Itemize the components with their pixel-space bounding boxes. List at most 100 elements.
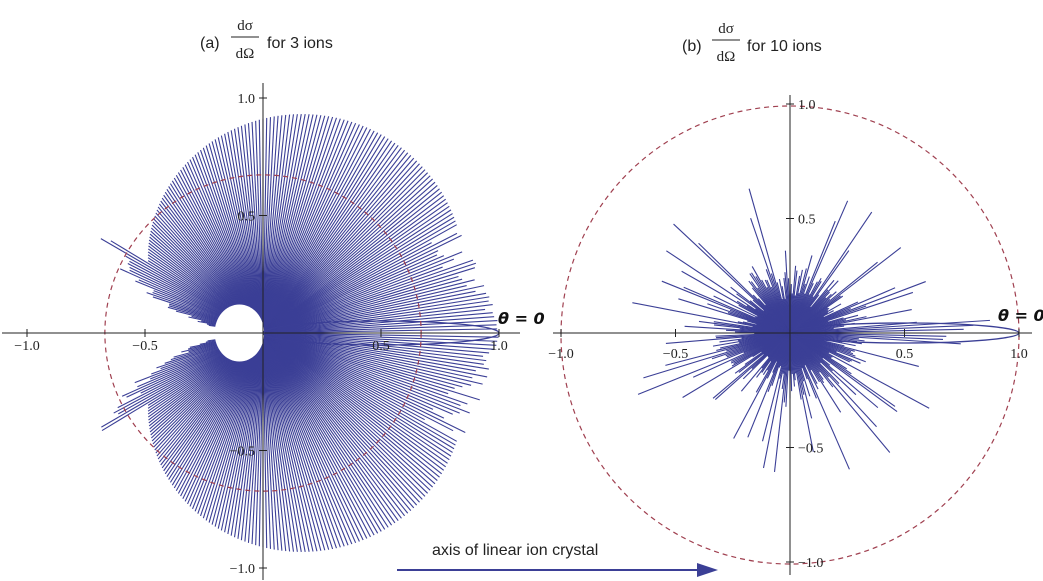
pattern-line <box>262 144 399 334</box>
pattern-line <box>262 213 453 334</box>
pattern-line <box>262 332 498 342</box>
pattern-line <box>262 254 438 334</box>
pattern-line <box>262 332 371 538</box>
pattern-line <box>211 332 264 525</box>
pattern-line <box>789 200 849 334</box>
pattern-line <box>262 332 389 528</box>
pattern-line <box>262 316 495 334</box>
pattern-line <box>244 124 264 334</box>
pattern-line <box>262 332 490 354</box>
x-tick-label: −0.5 <box>663 347 688 362</box>
pattern-line <box>262 163 420 334</box>
pattern-line <box>227 332 264 535</box>
pattern-line <box>262 332 443 475</box>
x-tick-label: 0.5 <box>372 339 390 354</box>
pattern-line <box>262 122 357 334</box>
pattern-line <box>262 332 287 552</box>
pattern-line <box>208 332 264 523</box>
pattern-line <box>262 118 341 334</box>
pattern-line <box>262 125 364 334</box>
pattern-line <box>251 332 264 545</box>
pattern-a <box>100 114 500 552</box>
pattern-line <box>217 332 264 529</box>
pattern-line <box>262 114 298 334</box>
pattern-line <box>762 332 791 469</box>
pattern-line <box>262 332 268 549</box>
pattern-line <box>789 247 902 334</box>
pattern-line <box>205 332 264 521</box>
pattern-line <box>262 332 310 552</box>
pattern-line <box>643 332 791 379</box>
pattern-line <box>262 332 454 432</box>
pattern-line <box>262 114 310 334</box>
pattern-line <box>262 181 436 334</box>
pattern-line <box>262 117 272 334</box>
axes-b <box>553 95 1032 575</box>
pattern-line <box>262 332 406 517</box>
pattern-line <box>224 133 264 334</box>
pattern-line <box>262 332 306 552</box>
pattern-line <box>262 332 448 464</box>
pattern-line <box>789 332 961 345</box>
pattern-line <box>262 332 409 514</box>
pattern-line <box>789 332 930 409</box>
panel-a-fraction-denominator: dΩ <box>236 46 255 62</box>
pattern-line <box>262 332 420 503</box>
pattern-line <box>262 132 379 334</box>
pattern-line <box>262 332 298 552</box>
pattern-line <box>262 332 295 552</box>
pattern-line <box>262 255 445 334</box>
pattern-line <box>217 137 264 334</box>
pattern-line <box>262 114 291 334</box>
y-tick-label: −0.5 <box>230 445 255 460</box>
crystal-axis-label: axis of linear ion crystal <box>432 542 598 559</box>
pattern-line <box>262 140 393 334</box>
pattern-line <box>262 332 279 551</box>
pattern-line <box>262 169 426 334</box>
theta-zero-label-a: θ = 0 <box>498 309 545 328</box>
pattern-line <box>262 320 498 334</box>
pattern-line <box>262 149 406 334</box>
pattern-line <box>262 332 431 491</box>
pattern-line <box>255 120 264 334</box>
pattern-line <box>262 117 337 334</box>
pattern-line <box>262 116 275 334</box>
pattern-line <box>262 332 460 414</box>
pattern-line <box>789 211 873 334</box>
pattern-line <box>262 332 470 414</box>
x-tick-label: −0.5 <box>132 339 157 354</box>
pattern-line <box>789 332 814 452</box>
pattern-line <box>262 155 412 334</box>
pattern-line <box>262 332 450 461</box>
pattern-line <box>262 296 490 334</box>
pattern-line <box>262 332 379 534</box>
pattern-line <box>220 332 264 531</box>
pattern-line <box>230 332 264 536</box>
pattern-line <box>262 205 450 334</box>
pattern-line <box>262 166 423 334</box>
y-tick-label: 1.0 <box>238 92 256 107</box>
pattern-line <box>262 160 418 334</box>
pattern-line <box>262 121 353 334</box>
pattern-line <box>262 136 386 334</box>
pattern-line <box>262 115 279 334</box>
pattern-line <box>773 332 791 473</box>
pattern-line <box>262 332 314 552</box>
pattern-line <box>262 324 497 334</box>
pattern-line <box>262 328 498 334</box>
pattern-line <box>262 209 452 334</box>
pattern-line <box>262 234 462 334</box>
pattern-line <box>262 114 302 334</box>
pattern-line <box>262 332 337 549</box>
pattern-line <box>789 324 974 334</box>
crystal-axis-arrow: axis of linear ion crystal <box>397 542 718 577</box>
pattern-line <box>202 147 264 334</box>
pattern-line <box>262 142 396 334</box>
pattern-line <box>789 319 990 334</box>
pattern-line <box>637 332 791 395</box>
pattern-line <box>247 332 264 543</box>
pattern-line <box>789 332 891 453</box>
pattern-line <box>262 116 330 334</box>
pattern-line <box>262 134 382 334</box>
